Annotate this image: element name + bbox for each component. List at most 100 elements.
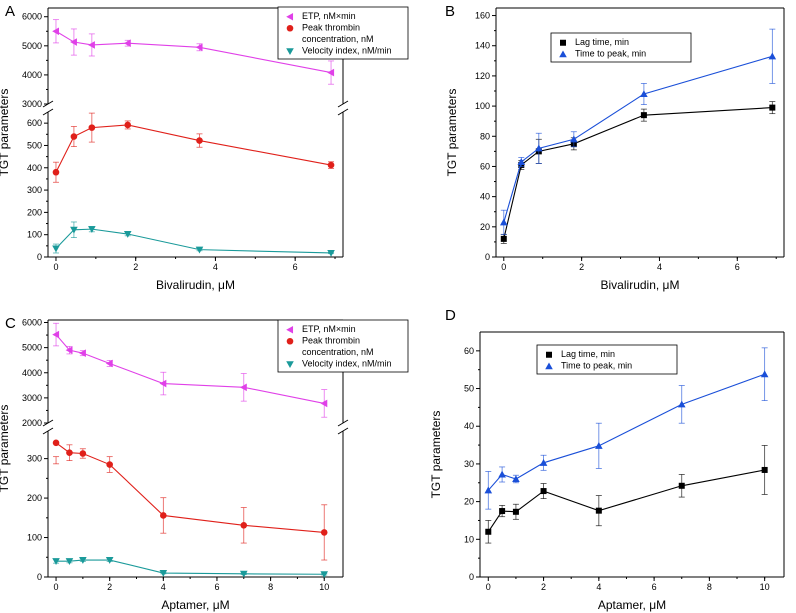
x-axis-label: Aptamer, μM <box>161 598 229 612</box>
data-point <box>52 245 60 253</box>
x-tick-label: 4 <box>657 262 662 272</box>
y-tick-label: 6000 <box>22 12 42 22</box>
data-point <box>195 43 203 52</box>
series-circle <box>52 112 335 183</box>
y-tick-label: 0 <box>37 252 42 262</box>
data-point <box>640 112 647 119</box>
y-tick-label: 100 <box>27 533 42 543</box>
series-line <box>487 373 765 491</box>
data-point <box>327 249 335 257</box>
y-tick-label: 120 <box>475 71 490 81</box>
y-tick-label: 4000 <box>22 368 42 378</box>
legend-label: ETP, nM×min <box>302 324 356 334</box>
x-tick-label: 6 <box>293 262 298 272</box>
data-point <box>540 488 547 495</box>
series-line <box>55 124 332 173</box>
legend-label: Time to peak, min <box>575 49 646 59</box>
data-point <box>512 475 520 483</box>
legend-marker <box>286 24 294 32</box>
y-tick-label: 200 <box>27 207 42 217</box>
data-point <box>498 470 506 478</box>
x-tick-label: 2 <box>541 582 546 592</box>
legend-label: Time to peak, min <box>561 361 632 371</box>
series-square <box>485 445 768 544</box>
data-point <box>678 482 685 489</box>
data-point <box>123 39 131 47</box>
y-tick-label: 140 <box>475 41 490 51</box>
axis-break-mark <box>337 100 349 108</box>
axis-break-mark <box>337 108 349 116</box>
data-point <box>79 349 86 357</box>
data-point <box>760 370 769 378</box>
data-point <box>52 330 60 339</box>
legend-label: concentration, nM <box>302 347 374 357</box>
data-point <box>65 558 74 566</box>
x-tick-label: 2 <box>107 582 112 592</box>
y-tick-label: 20 <box>480 222 490 232</box>
y-axis-label: TGT parameters <box>0 89 11 177</box>
data-point <box>88 226 96 233</box>
y-tick-label: 6000 <box>22 318 42 328</box>
y-tick-label: 400 <box>27 163 42 173</box>
x-tick-label: 6 <box>214 582 219 592</box>
y-tick-label: 20 <box>464 497 474 507</box>
x-tick-label: 6 <box>652 582 657 592</box>
y-tick-label: 5000 <box>22 343 42 353</box>
legend-label: Velocity index, nM/min <box>302 46 392 56</box>
data-point <box>65 346 73 354</box>
axis-break-mark <box>337 427 349 435</box>
data-point <box>70 226 78 234</box>
legend-marker <box>286 325 294 334</box>
y-tick-label: 2000 <box>22 418 42 428</box>
series-line <box>55 30 332 74</box>
data-point <box>52 27 60 36</box>
y-tick-label: 50 <box>464 384 474 394</box>
x-axis-label-text: Bivalirudin, <box>156 278 218 292</box>
panel-letter: D <box>445 307 456 324</box>
series-triangle-down <box>52 221 335 257</box>
legend-label: Velocity index, nM/min <box>302 359 392 369</box>
data-point <box>768 52 777 60</box>
data-point <box>484 486 493 494</box>
x-tick-label: 0 <box>486 582 491 592</box>
series-square <box>500 101 776 244</box>
data-point <box>570 135 578 143</box>
x-axis-label-unit: μM <box>649 598 666 612</box>
panel-letter: C <box>5 315 16 332</box>
legend-box <box>277 6 409 60</box>
y-tick-label: 4000 <box>22 70 42 80</box>
data-point <box>239 383 247 392</box>
y-tick-label: 100 <box>27 230 42 240</box>
legend-box <box>536 344 678 375</box>
legend-label: concentration, nM <box>302 34 374 44</box>
x-tick-label: 0 <box>53 262 58 272</box>
x-axis-label: Bivalirudin, μM <box>601 278 680 292</box>
y-tick-label: 200 <box>27 493 42 503</box>
legend-marker <box>286 337 294 345</box>
y-tick-label: 5000 <box>22 41 42 51</box>
data-point <box>196 137 203 144</box>
series-triangle-up <box>484 347 769 510</box>
legend-marker <box>560 39 566 46</box>
y-tick-label: 300 <box>27 454 42 464</box>
data-point <box>327 68 335 77</box>
y-tick-label: 10 <box>464 534 474 544</box>
series-triangle-down <box>52 556 329 579</box>
data-point <box>195 246 204 254</box>
x-tick-label: 4 <box>161 582 166 592</box>
x-axis-label-text: Aptamer, <box>598 598 649 612</box>
x-tick-label: 2 <box>579 262 584 272</box>
data-point <box>485 528 492 535</box>
data-point <box>124 121 132 129</box>
legend-marker <box>286 361 294 369</box>
data-point <box>640 90 648 98</box>
data-point <box>123 230 132 238</box>
series-line <box>503 107 773 240</box>
y-tick-label: 0 <box>37 572 42 582</box>
legend: Lag time, min Time to peak, min <box>550 32 692 63</box>
y-tick-label: 600 <box>27 118 42 128</box>
axis-break-mark <box>337 419 349 427</box>
